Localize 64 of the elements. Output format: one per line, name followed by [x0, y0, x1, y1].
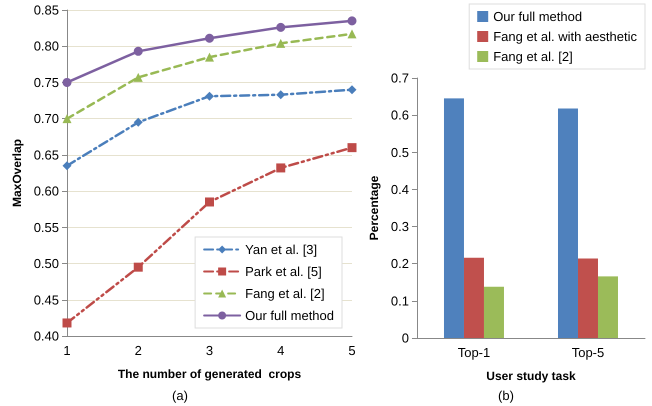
- text: (a): [172, 388, 188, 403]
- y-axis-title: MaxOverlap: [10, 138, 24, 208]
- point: [276, 90, 286, 100]
- text: (b): [498, 388, 514, 403]
- y-tick-label: 0.6: [390, 108, 409, 123]
- y-tick-label: 0.1: [390, 293, 409, 308]
- bar: [464, 258, 484, 338]
- y-axis-title: Percentage: [367, 175, 381, 240]
- bar: [444, 98, 464, 338]
- x-tick-label: 2: [134, 343, 142, 358]
- x-tick-label: Top-1: [458, 345, 490, 360]
- point: [134, 46, 143, 56]
- point: [62, 114, 72, 124]
- point: [348, 29, 356, 38]
- point: [348, 143, 356, 152]
- legend-label: Our full method: [493, 9, 582, 24]
- point: [348, 16, 356, 26]
- x-tick-label: 4: [277, 343, 284, 358]
- bar: [578, 258, 598, 338]
- legend-label: Fang et al. [2]: [245, 286, 325, 301]
- y-tick-label: 0.60: [34, 184, 59, 199]
- y-tick-label: 0.3: [390, 219, 409, 234]
- legend-label: Fang et al. [2]: [493, 49, 573, 64]
- y-tick-label: 0.75: [34, 74, 59, 90]
- legend-label: Yan et al. [3]: [245, 242, 318, 257]
- x-tick-label: Top-5: [572, 345, 604, 360]
- point: [134, 262, 143, 272]
- y-tick-label: 0.85: [34, 2, 59, 18]
- y-tick-label: 0.80: [34, 38, 59, 54]
- y-tick-label: 0.7: [390, 70, 409, 86]
- legend-label: Fang et al. with aesthetic: [493, 29, 638, 44]
- legend-label: Park et al. [5]: [245, 264, 322, 279]
- point: [205, 197, 214, 206]
- bar: [558, 108, 578, 338]
- y-tick-label: 0.50: [34, 256, 59, 272]
- point: [348, 85, 356, 94]
- x-axis-title: User study task: [486, 369, 576, 383]
- legend-label: Our full method: [245, 308, 334, 323]
- point: [62, 161, 72, 170]
- point: [134, 118, 143, 127]
- y-tick-label: 0: [402, 330, 409, 346]
- point: [62, 318, 72, 328]
- y-tick-label: 0.65: [34, 147, 59, 162]
- x-tick-label: 1: [63, 343, 71, 358]
- y-tick-label: 0.2: [390, 256, 409, 272]
- point: [205, 92, 214, 101]
- point: [205, 34, 214, 43]
- y-tick-label: 0.5: [390, 144, 409, 160]
- point: [134, 72, 143, 82]
- point: [62, 78, 72, 87]
- point: [276, 38, 286, 48]
- point: [205, 52, 214, 62]
- y-tick-label: 0.45: [34, 292, 59, 308]
- y-tick-label: 0.4: [390, 182, 409, 197]
- point: [276, 163, 286, 172]
- bar: [484, 286, 504, 338]
- y-tick-label: 0.40: [34, 328, 59, 344]
- y-tick-label: 0.55: [34, 220, 59, 235]
- y-tick-label: 0.70: [34, 111, 59, 126]
- bar: [598, 276, 618, 338]
- x-tick-label: 5: [348, 343, 356, 358]
- x-axis-title: The number of generated crops: [118, 367, 302, 381]
- x-tick-label: 3: [206, 343, 214, 358]
- point: [276, 22, 286, 32]
